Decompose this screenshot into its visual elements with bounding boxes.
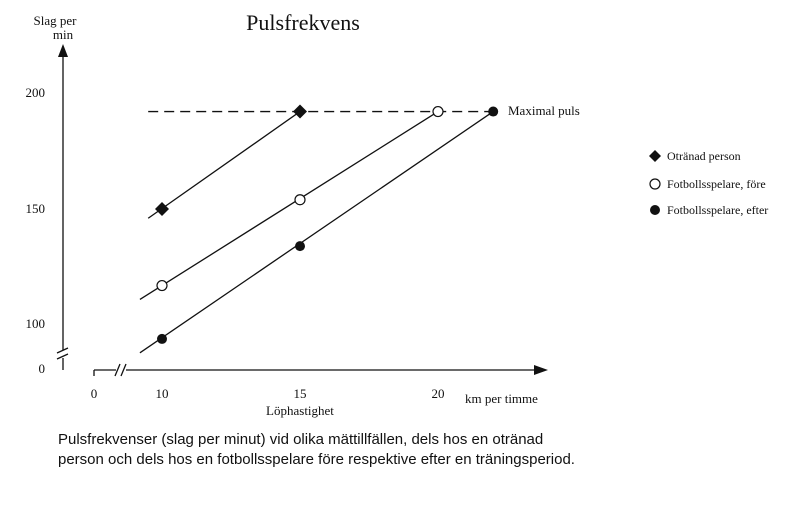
y-tick-label-150: 150 xyxy=(26,201,46,216)
y-axis-label-line2: min xyxy=(53,27,74,42)
y-axis-label-line1: Slag per xyxy=(34,13,78,28)
legend-label-otranad: Otränad person xyxy=(667,149,741,163)
chart-title: Pulsfrekvens xyxy=(246,10,360,35)
legend-open-circle-icon xyxy=(649,178,661,190)
x-tick-label-15: 15 xyxy=(294,386,307,401)
y-axis-arrow xyxy=(58,44,68,57)
data-point-1-0 xyxy=(156,279,168,292)
x-tick-label-0: 0 xyxy=(91,386,98,401)
data-point-1-2 xyxy=(432,105,444,118)
data-point-2-1 xyxy=(295,241,305,252)
figure-caption: Pulsfrekvenser (slag per minut) vid olik… xyxy=(58,431,575,468)
legend: Otränad person Fotbollsspelare, före Fot… xyxy=(649,149,768,217)
series-layer xyxy=(139,104,499,354)
x-axis-break xyxy=(114,363,127,377)
x-tick-label-10: 10 xyxy=(156,386,169,401)
x-tick-label-20: 20 xyxy=(432,386,445,401)
pulse-chart: Pulsfrekvens Slag per min 0 100 150 200 … xyxy=(26,10,769,418)
data-point-2-2 xyxy=(488,106,499,117)
max-pulse-label: Maximal puls xyxy=(508,103,580,118)
series-line-1 xyxy=(139,111,439,301)
data-point-0-1 xyxy=(293,104,307,119)
legend-filled-circle-icon xyxy=(650,205,660,215)
y-axis-break xyxy=(56,347,69,360)
y-tick-label-200: 200 xyxy=(26,85,46,100)
legend-diamond-icon xyxy=(649,150,661,162)
data-point-0-0 xyxy=(155,202,169,216)
data-point-1-1 xyxy=(294,194,306,206)
legend-label-fore: Fotbollsspelare, före xyxy=(667,177,766,191)
data-point-2-0 xyxy=(157,333,167,344)
y-tick-label-0: 0 xyxy=(39,361,46,376)
series-line-0 xyxy=(147,111,301,219)
x-axis-unit: km per timme xyxy=(465,391,538,406)
x-axis-label: Löphastighet xyxy=(266,403,334,418)
legend-label-efter: Fotbollsspelare, efter xyxy=(667,203,768,217)
x-axis-arrow xyxy=(534,365,548,375)
series-line-2 xyxy=(139,111,494,354)
y-tick-label-100: 100 xyxy=(26,316,46,331)
